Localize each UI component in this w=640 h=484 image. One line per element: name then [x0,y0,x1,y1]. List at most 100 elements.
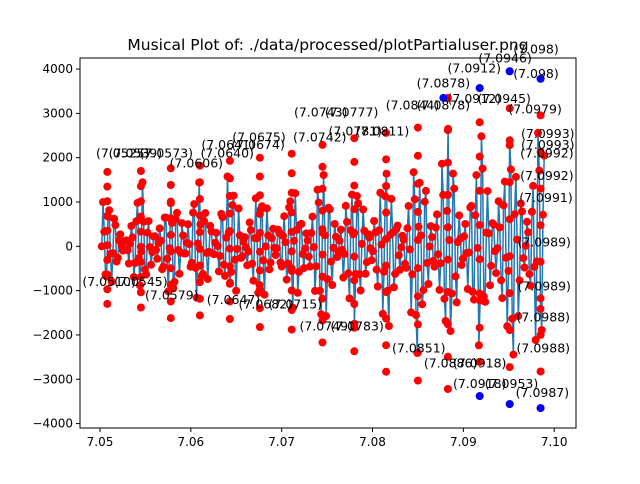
data-point [518,207,526,216]
point-annotation: (7.0742) [293,130,347,145]
data-point [277,262,286,271]
data-point [521,241,530,250]
point-annotation: (7.0993) [521,137,575,152]
data-point [212,228,221,237]
data-point [103,299,112,308]
data-point [405,245,414,254]
data-point [287,149,296,158]
data-point [136,182,145,191]
data-point [536,257,545,266]
point-annotation: (7.0989) [517,279,571,294]
y-tick-label: 0 [65,239,73,253]
data-point [282,275,291,284]
data-point [478,164,487,173]
point-annotation: (7.0640) [200,145,254,160]
data-point [255,153,264,162]
data-point [409,168,418,177]
data-point [525,270,534,279]
data-point [232,286,241,295]
x-tick-label: 7.06 [177,435,204,449]
data-point [177,219,186,228]
point-annotation: (7.0878) [417,76,471,91]
data-point [384,322,393,330]
data-point [318,272,327,281]
data-point [350,300,359,308]
data-point [435,285,444,294]
data-point [527,207,536,216]
data-point [249,276,258,285]
data-point [272,244,281,253]
data-point [166,297,175,306]
data-point [382,288,391,297]
data-point [350,134,359,143]
data-point [356,286,365,295]
data-point [225,244,234,253]
data-point [433,210,441,219]
data-point [513,235,522,244]
data-point [413,264,422,273]
point-annotation: (7.0641) [201,137,255,152]
point-annotation: (7.0510) [82,274,136,289]
data-point [460,232,469,241]
data-point [524,228,533,237]
data-point [443,158,452,167]
data-point [225,297,234,306]
data-point [431,223,440,232]
data-point [536,294,545,303]
data-point [489,220,498,229]
data-point [443,352,452,361]
point-annotation: (7.0545) [114,274,168,289]
data-point [492,269,501,278]
axes-frame [79,57,577,429]
data-point [246,226,255,235]
data-point [195,195,204,203]
data-point [505,289,514,298]
data-point [443,190,452,199]
extreme-point [536,404,545,413]
point-annotation: (7.0953) [485,376,539,391]
data-point [166,247,175,256]
point-annotation: (7.0749) [299,319,353,334]
data-point [423,259,432,267]
data-point [486,281,494,290]
y-axis: −4000 −3000 −2000 −1000 0 1000 2000 3000 4000 [32,62,80,431]
data-point [195,244,204,253]
data-point [470,295,478,304]
data-point [336,225,345,234]
data-point [457,261,466,269]
data-point [402,263,411,272]
data-point [209,250,218,259]
data-point [413,207,422,216]
point-annotation: (7.0525) [96,145,150,160]
data-point [373,282,382,291]
data-point [443,320,452,329]
chart-title: Musical Plot of: ./data/processed/plotPa… [127,36,528,54]
data-point [128,233,137,242]
data-point [195,294,204,303]
y-tick-label: 4000 [42,62,73,76]
data-point [361,269,370,278]
data-point [514,312,523,321]
data-point [195,311,204,320]
data-point [335,236,344,245]
data-point [103,241,112,250]
data-point [428,233,437,242]
data-point [445,236,454,244]
data-point [505,252,514,261]
data-point [136,197,145,206]
data-point [377,240,386,249]
data-point [505,178,514,187]
point-annotation: (7.098) [513,42,559,57]
data-point [382,208,391,217]
data-point [287,247,296,256]
data-point [350,157,359,166]
x-tick-label: 7.10 [541,435,568,449]
data-point [175,269,184,278]
data-point [382,235,391,243]
point-annotation: (7.0675) [232,130,286,145]
data-point [281,238,290,247]
point-annotation: (7.0674) [231,137,285,152]
data-point [443,255,452,264]
data-point [436,259,445,268]
data-point [328,281,337,289]
